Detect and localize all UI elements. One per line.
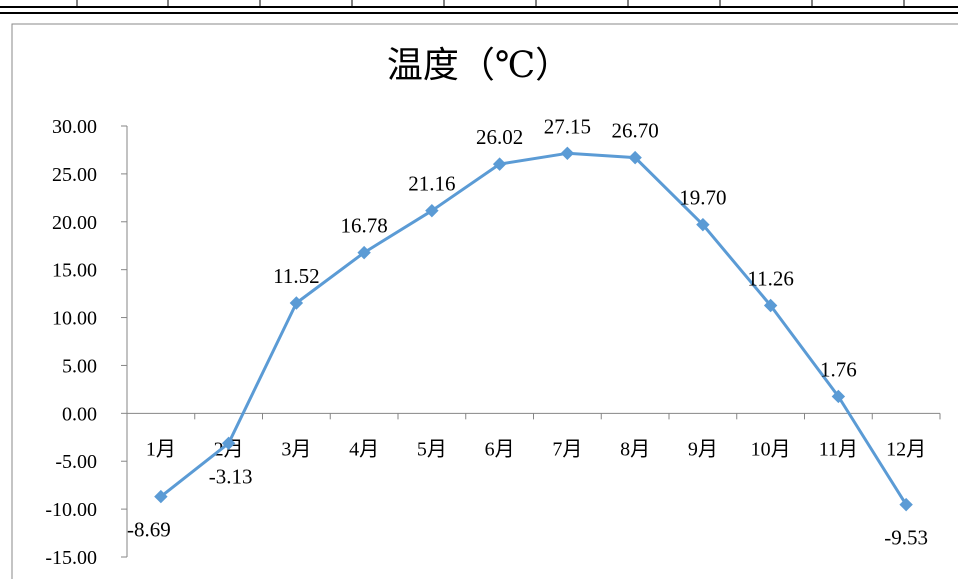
y-axis: -15.00 -10.00 -5.00 0.00 5.00 10.00 15.00 20.00… — [45, 116, 128, 569]
data-label: -9.53 — [884, 526, 928, 550]
chart-title: 温度（℃） — [387, 45, 571, 85]
y-tick-label: -5.00 — [55, 451, 97, 473]
data-point — [560, 146, 575, 161]
data-label: 21.16 — [408, 172, 455, 196]
series-line — [159, 151, 908, 506]
data-point — [763, 298, 778, 313]
y-tick-label: 10.00 — [52, 308, 97, 330]
data-point — [154, 489, 168, 504]
y-tick-label: -10.00 — [45, 499, 97, 521]
y-tick-label: 5.00 — [62, 355, 97, 377]
data-point — [492, 157, 507, 171]
data-label: -8.69 — [127, 518, 171, 542]
data-label: 11.26 — [747, 266, 793, 290]
x-tick-label: 5月 — [417, 438, 447, 460]
x-axis: 1月2月3月4月5月6月7月8月9月10月11月12月 — [126, 412, 941, 460]
chart-frame — [11, 23, 958, 579]
x-tick-label: 7月 — [552, 438, 582, 460]
x-tick-label: 11月 — [819, 438, 858, 460]
data-label: 1.76 — [820, 357, 857, 381]
x-tick-label: 10月 — [751, 438, 791, 460]
data-label: 16.78 — [341, 214, 388, 238]
data-label: 26.02 — [476, 125, 523, 149]
x-tick-label: 4月 — [349, 438, 379, 460]
series-layer — [154, 146, 913, 512]
data-labels: -8.69 -3.13 11.52 16.78 21.16 26.02 27.15 26.70… — [127, 114, 928, 549]
data-point — [289, 296, 304, 310]
data-point — [425, 203, 439, 218]
x-tick-label: 1月 — [146, 438, 176, 460]
data-point — [831, 389, 846, 404]
x-tick-label: 8月 — [620, 438, 650, 460]
data-label: -3.13 — [209, 464, 253, 488]
data-point — [221, 436, 236, 451]
y-tick-label: 25.00 — [52, 164, 97, 186]
y-tick-label: 0.00 — [62, 403, 97, 425]
top-table-remnant — [0, 0, 958, 14]
x-tick-label: 9月 — [688, 438, 718, 460]
x-tick-label: 3月 — [281, 438, 311, 460]
data-label: 11.52 — [273, 264, 319, 288]
x-tick-label: 6月 — [485, 438, 515, 460]
y-tick-label: 20.00 — [52, 212, 97, 234]
x-tick-label: 12月 — [886, 438, 926, 460]
data-point — [357, 245, 371, 260]
data-label: 19.70 — [679, 186, 726, 210]
y-tick-label: 30.00 — [52, 116, 97, 138]
data-label: 26.70 — [612, 119, 659, 143]
data-label: 27.15 — [544, 114, 591, 138]
y-tick-label: -15.00 — [45, 547, 97, 569]
data-point — [899, 497, 913, 512]
data-point — [696, 217, 710, 232]
data-point — [628, 150, 642, 165]
y-tick-label: 15.00 — [52, 260, 97, 282]
